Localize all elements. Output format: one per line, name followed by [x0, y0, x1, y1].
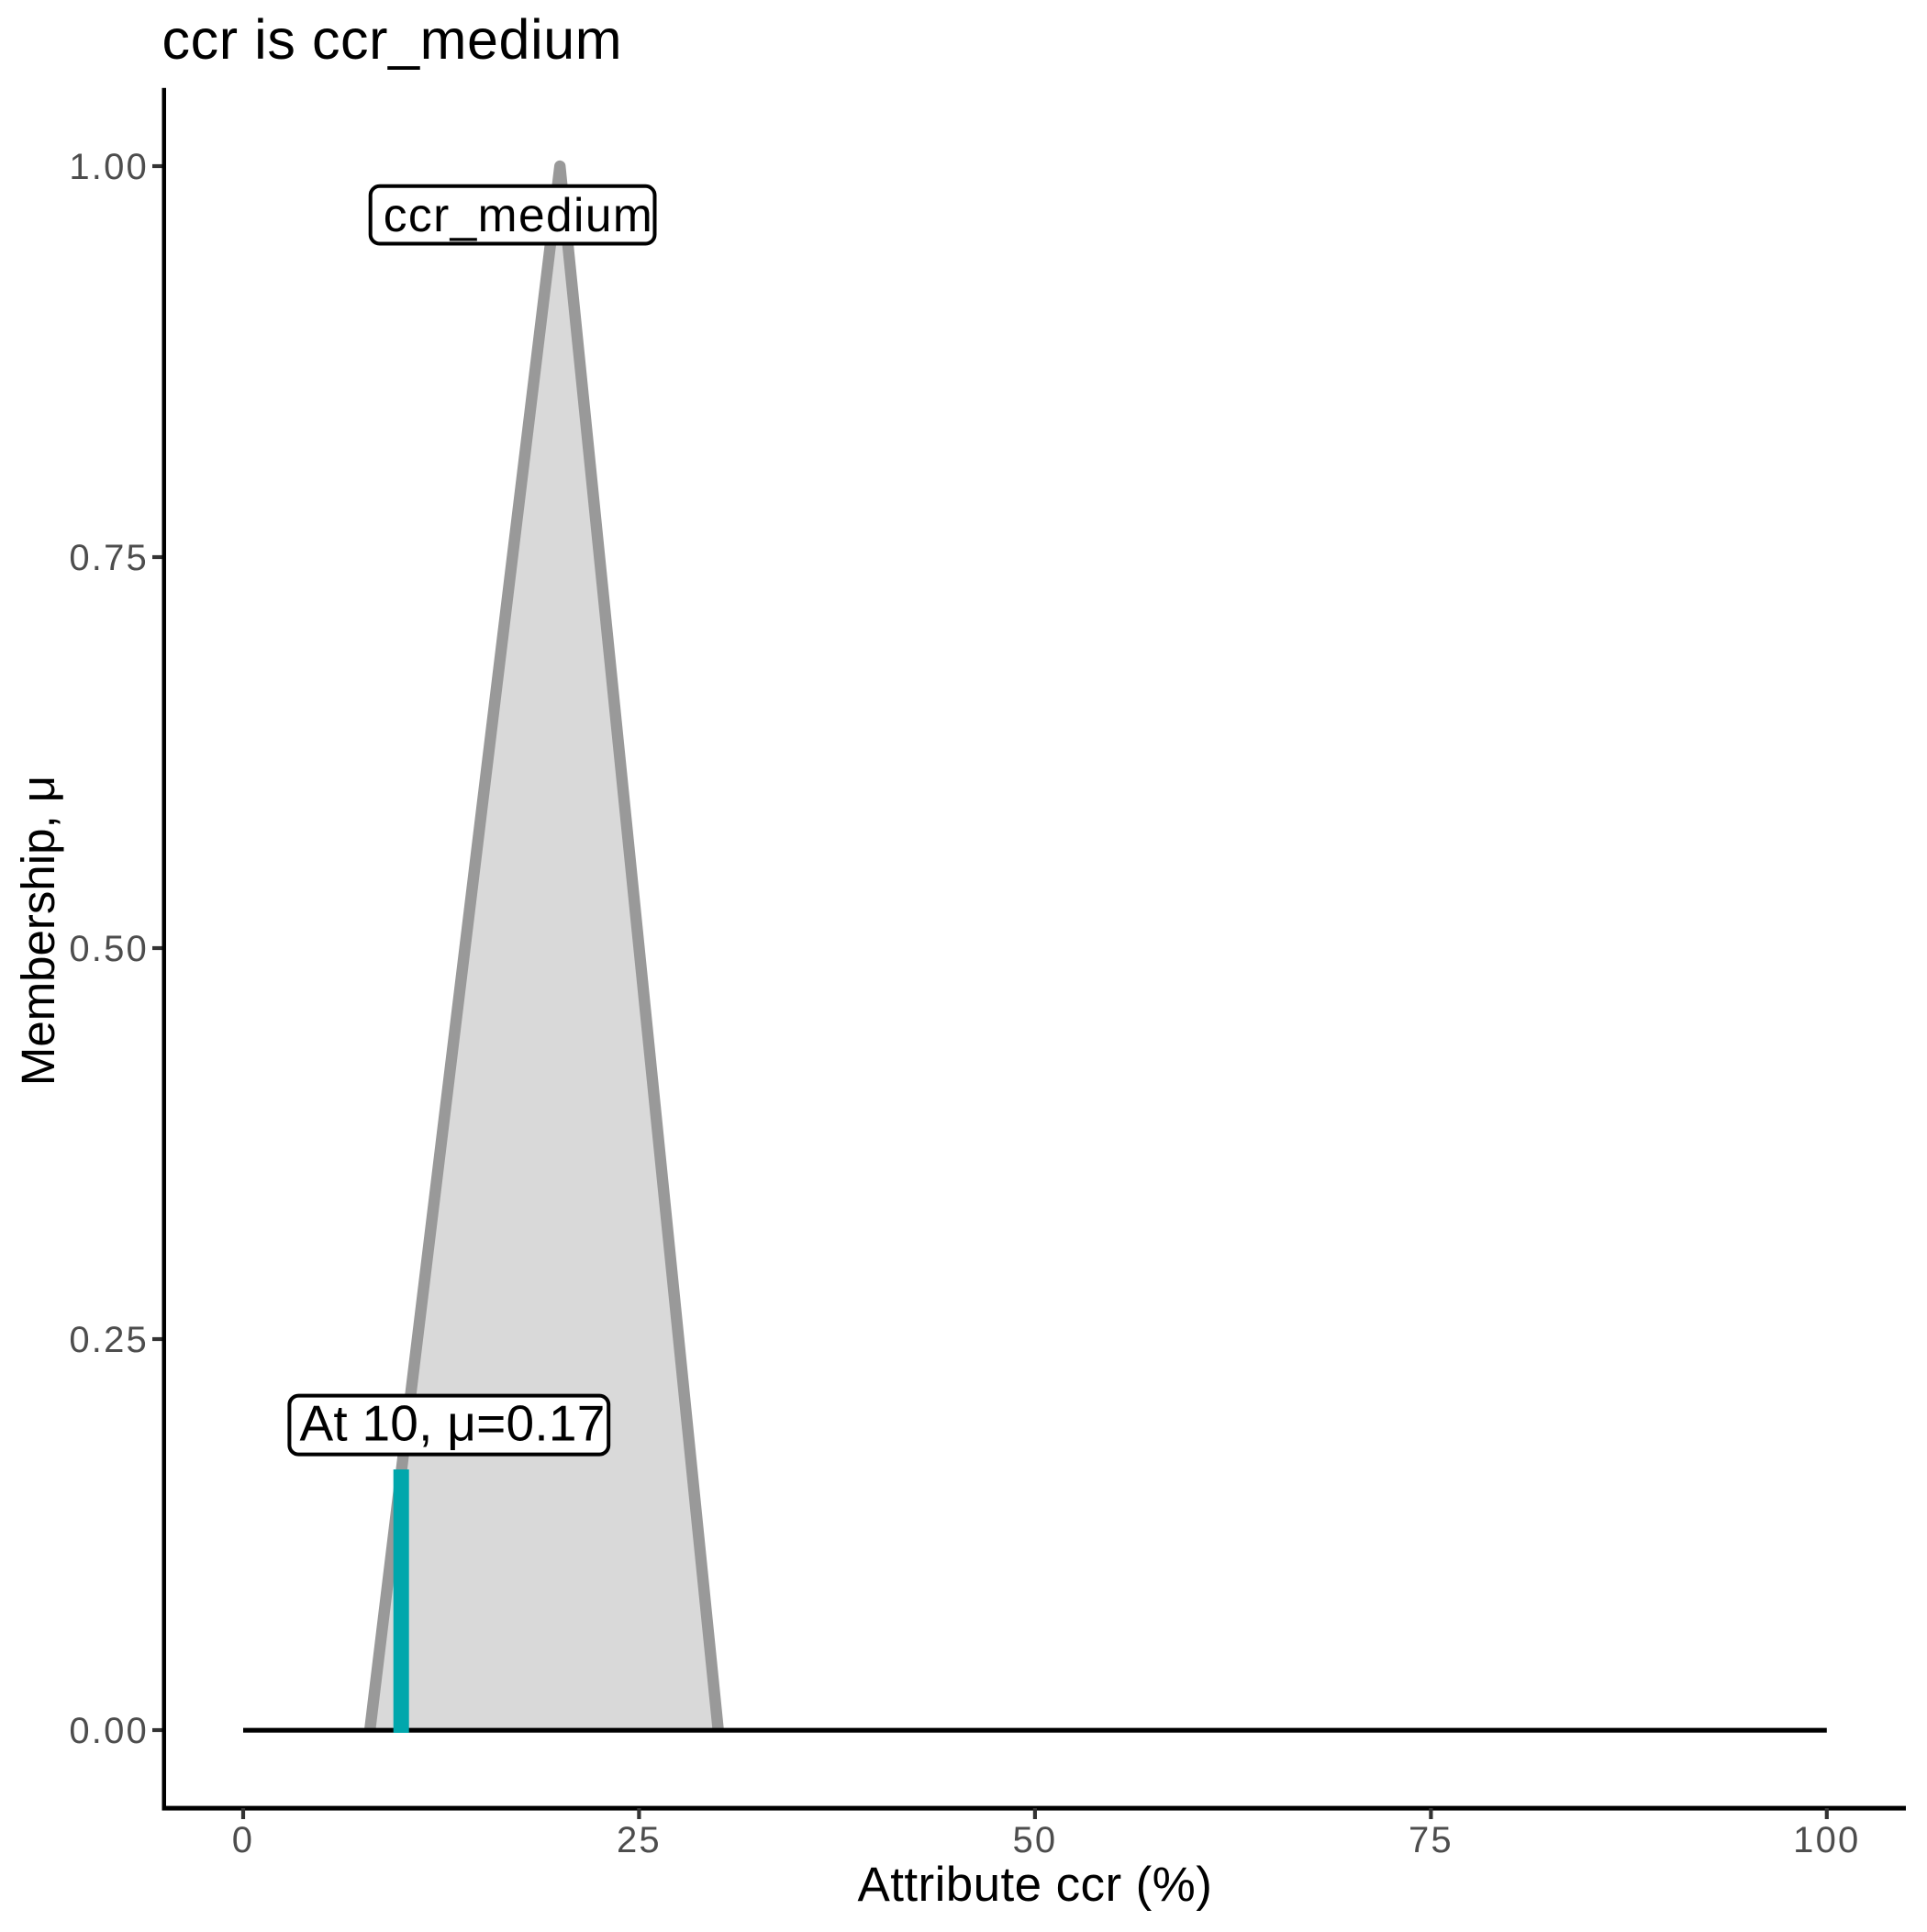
svg-text:75: 75: [1409, 1820, 1454, 1860]
svg-text:0: 0: [232, 1820, 254, 1860]
svg-text:0.00: 0.00: [69, 1711, 149, 1751]
svg-text:100: 100: [1793, 1820, 1860, 1860]
svg-text:50: 50: [1012, 1820, 1057, 1860]
svg-text:Membership, μ: Membership, μ: [12, 776, 64, 1086]
svg-text:0.50: 0.50: [69, 929, 149, 969]
svg-text:0.25: 0.25: [69, 1320, 149, 1360]
svg-text:Attribute ccr (%): Attribute ccr (%): [858, 1858, 1213, 1912]
svg-text:25: 25: [617, 1820, 662, 1860]
svg-text:ccr_medium: ccr_medium: [384, 188, 653, 241]
svg-text:1.00: 1.00: [69, 147, 149, 187]
svg-text:At 10, μ=0.17: At 10, μ=0.17: [299, 1394, 605, 1451]
svg-text:0.75: 0.75: [69, 538, 149, 578]
svg-text:ccr is ccr_medium: ccr is ccr_medium: [162, 8, 623, 71]
